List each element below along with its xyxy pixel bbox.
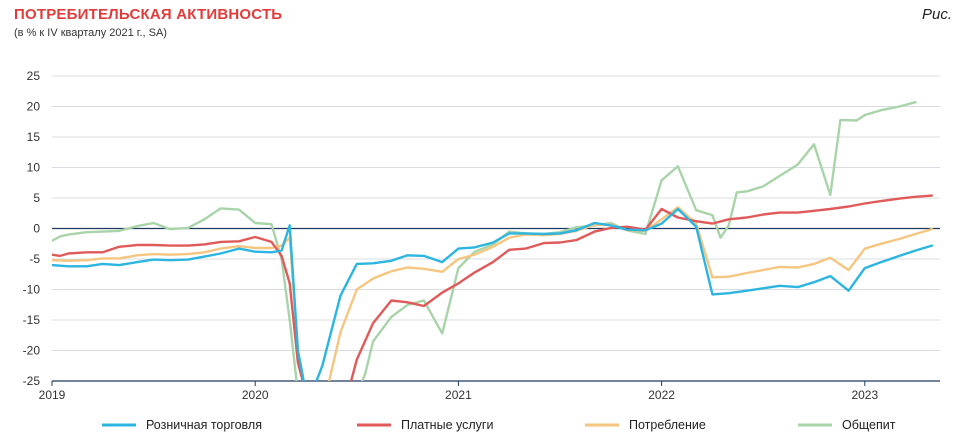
series-line bbox=[52, 194, 934, 381]
y-tick-label: -25 bbox=[23, 374, 41, 388]
chart-subtitle: (в % к IV кварталу 2021 г., SA) bbox=[14, 27, 167, 39]
figure-label: Рис. bbox=[921, 6, 952, 23]
x-axis: 2019 2020 2021 2022 2023 bbox=[39, 380, 940, 402]
legend-item: Розничная торговля bbox=[102, 418, 262, 432]
y-axis: -25 -20 -15 -10 -5 0 5 10 15 20 25 bbox=[23, 69, 41, 388]
x-tick-label: 2023 bbox=[851, 388, 878, 402]
series-line bbox=[52, 101, 917, 381]
legend-item: Общепит bbox=[798, 418, 896, 432]
x-tick-label: 2022 bbox=[648, 388, 675, 402]
legend-item: Платные услуги bbox=[357, 418, 493, 432]
legend-label: Розничная торговля bbox=[146, 418, 262, 432]
series-line bbox=[52, 206, 934, 381]
y-tick-label: 20 bbox=[27, 100, 41, 114]
y-tick-label: -15 bbox=[23, 313, 41, 327]
legend-label: Платные услуги bbox=[401, 418, 493, 432]
legend-label: Общепит bbox=[842, 418, 896, 432]
legend-item: Потребление bbox=[585, 418, 706, 432]
y-tick-label: 25 bbox=[27, 69, 41, 83]
y-tick-label: -5 bbox=[29, 252, 40, 266]
chart-title: ПОТРЕБИТЕЛЬСКАЯ АКТИВНОСТЬ bbox=[14, 6, 283, 23]
legend-label: Потребление bbox=[629, 418, 706, 432]
y-tick-label: 5 bbox=[33, 191, 40, 205]
legend: Розничная торговля Платные услуги Потребле… bbox=[102, 418, 896, 432]
y-tick-label: -10 bbox=[23, 283, 41, 297]
series-lines bbox=[52, 101, 934, 381]
x-tick-label: 2021 bbox=[445, 388, 472, 402]
y-tick-label: 0 bbox=[33, 222, 40, 236]
y-tick-label: 10 bbox=[27, 161, 41, 175]
series-line bbox=[52, 207, 934, 381]
y-tick-label: 15 bbox=[27, 130, 41, 144]
x-tick-label: 2019 bbox=[39, 388, 66, 402]
y-tick-label: -20 bbox=[23, 344, 41, 358]
x-tick-label: 2020 bbox=[242, 388, 269, 402]
